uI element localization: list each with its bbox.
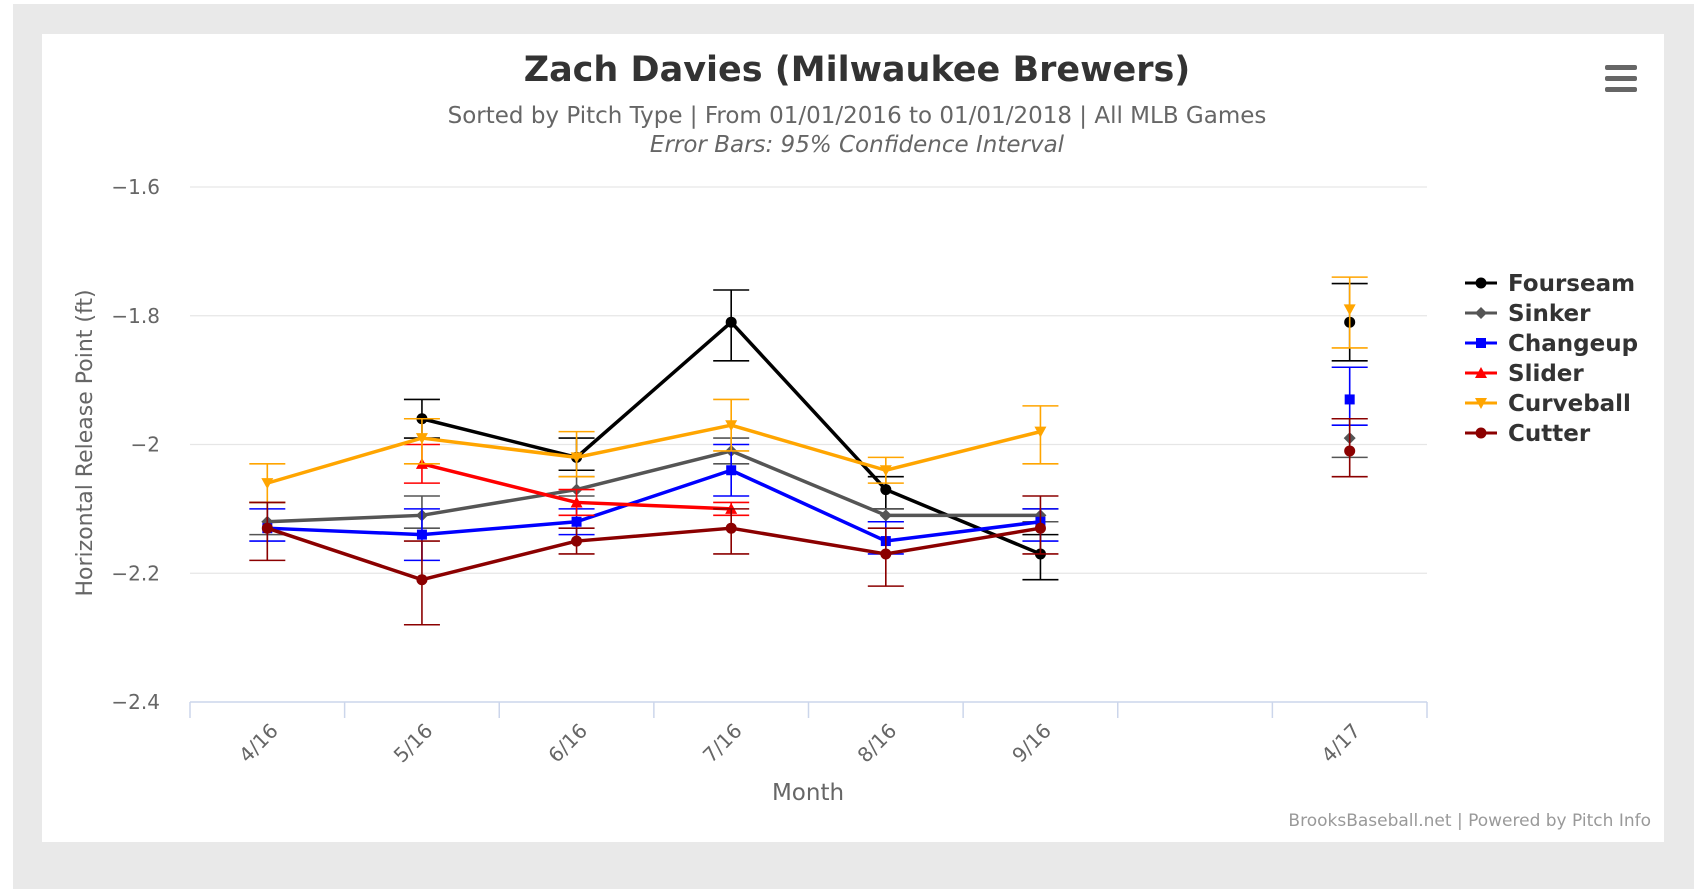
- plot-area: [249, 276, 1368, 626]
- x-tick-label: 5/16: [389, 719, 438, 768]
- chart-title: Zach Davies (Milwaukee Brewers): [524, 50, 1191, 90]
- data-point: [416, 574, 428, 586]
- data-point: [416, 529, 427, 540]
- x-axis: [189, 701, 1428, 718]
- y-axis: −1.6 −1.8 −2 −2.2 −2.4: [111, 175, 160, 714]
- data-point: [880, 484, 892, 496]
- legend: Fourseam Sinker Changeup Slider Curveball Cut…: [1465, 271, 1638, 447]
- x-tick-label: 7/16: [698, 719, 747, 768]
- y-axis-title: Horizontal Release Point (ft): [73, 289, 98, 596]
- legend-item-changeup[interactable]: Changeup: [1465, 331, 1638, 357]
- data-point: [1034, 522, 1046, 534]
- grid-lines: [190, 186, 1427, 574]
- chart-subtitle-error-bars: Error Bars: 95% Confidence Interval: [650, 132, 1065, 158]
- legend-marker: [1476, 338, 1486, 348]
- data-point: [726, 465, 737, 476]
- menu-icon: [1605, 76, 1637, 81]
- legend-item-cutter[interactable]: Cutter: [1465, 421, 1591, 447]
- data-point: [1034, 426, 1047, 438]
- data-point: [725, 420, 738, 432]
- x-tick-label: 4/16: [234, 719, 283, 768]
- chart-credits: BrooksBaseball.net | Powered by Pitch In…: [1288, 811, 1651, 831]
- chart-container: [42, 34, 1664, 842]
- data-point: [1344, 445, 1356, 457]
- y-tick-label: −1.8: [111, 304, 160, 328]
- legend-marker: [1475, 307, 1487, 319]
- series-line: [267, 468, 1041, 543]
- data-point: [725, 316, 737, 328]
- legend-item-sinker[interactable]: Sinker: [1465, 301, 1591, 327]
- legend-marker: [1475, 277, 1487, 289]
- series-sinker: [249, 417, 1368, 536]
- y-tick-label: −2: [131, 433, 160, 457]
- data-point: [415, 433, 428, 445]
- y-tick-label: −2.4: [111, 690, 160, 714]
- legend-label: Sinker: [1508, 301, 1591, 327]
- series-curveball: [249, 276, 1368, 504]
- legend-marker: [1475, 367, 1487, 378]
- x-axis-title: Month: [772, 780, 844, 806]
- chart-menu-button[interactable]: [1603, 63, 1639, 95]
- legend-item-fourseam[interactable]: Fourseam: [1465, 271, 1635, 297]
- data-point: [1343, 304, 1356, 316]
- legend-label: Curveball: [1508, 391, 1631, 417]
- legend-label: Fourseam: [1508, 271, 1635, 297]
- series-line: [266, 423, 1041, 485]
- data-point: [880, 548, 892, 560]
- series-line: [266, 526, 1041, 582]
- legend-marker: [1475, 398, 1487, 409]
- menu-icon: [1605, 87, 1637, 92]
- data-point: [571, 535, 583, 547]
- legend-label: Slider: [1508, 361, 1584, 387]
- x-tick-label: 9/16: [1007, 719, 1056, 768]
- data-point: [570, 452, 583, 464]
- data-point: [879, 465, 892, 477]
- data-point: [571, 516, 582, 527]
- data-point: [879, 509, 892, 522]
- data-point: [570, 496, 583, 508]
- chart-subtitle: Sorted by Pitch Type | From 01/01/2016 t…: [448, 103, 1267, 129]
- series-cutter: [249, 417, 1368, 626]
- data-point: [261, 522, 273, 534]
- x-tick-label: 4/17: [1316, 719, 1365, 768]
- y-tick-label: −1.6: [111, 175, 160, 199]
- legend-marker: [1475, 427, 1487, 439]
- legend-label: Changeup: [1508, 331, 1638, 357]
- data-point: [725, 522, 737, 534]
- series-line: [267, 449, 1041, 524]
- legend-item-curveball[interactable]: Curveball: [1465, 391, 1631, 417]
- data-point: [261, 478, 274, 490]
- x-tick-label: 8/16: [853, 719, 902, 768]
- legend-item-slider[interactable]: Slider: [1465, 361, 1584, 387]
- legend-label: Cutter: [1508, 421, 1591, 447]
- menu-icon: [1605, 65, 1637, 70]
- x-tick-label: 6/16: [543, 719, 592, 768]
- x-axis-labels: 4/16 5/16 6/16 7/16 8/16 9/16 4/17: [234, 719, 1365, 768]
- data-point: [1344, 394, 1355, 405]
- y-tick-label: −2.2: [111, 561, 160, 585]
